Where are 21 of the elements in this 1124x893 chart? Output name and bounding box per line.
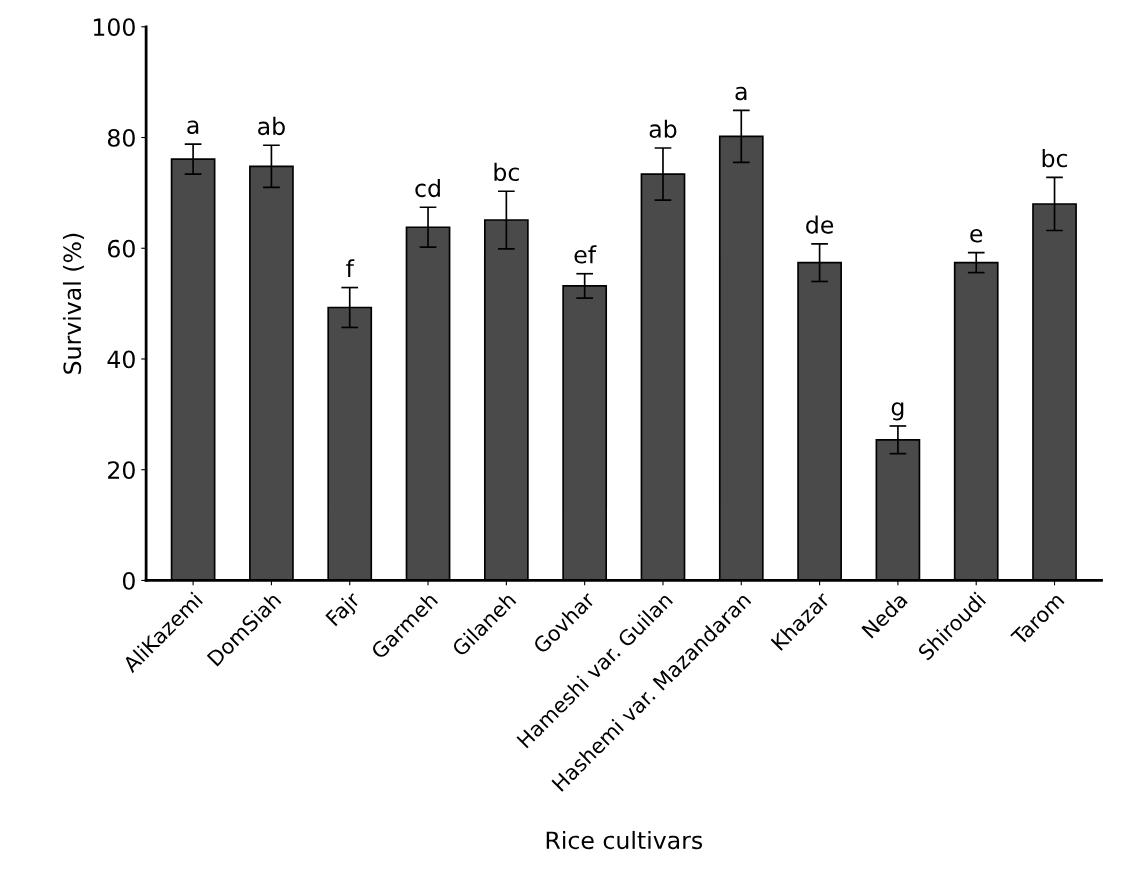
annotation: cd [415, 178, 440, 198]
annotation: bc [1042, 148, 1068, 168]
annotation: de [806, 215, 834, 234]
annotation: f [346, 259, 355, 278]
annotation: a [187, 120, 199, 135]
annotation: bc [494, 162, 519, 182]
annotation: ab [649, 119, 677, 138]
annotation: e [970, 229, 983, 243]
y-tick-label: 0 [122, 571, 135, 590]
x-tick-label: Fajr [324, 590, 364, 630]
annotation: ab [258, 116, 285, 136]
y-tick-label: 80 [107, 128, 135, 147]
y-tick-label: 60 [108, 239, 135, 258]
y-tick-label: 100 [93, 18, 135, 37]
y-tick-label: 40 [107, 350, 135, 369]
annotation: a [735, 86, 747, 101]
y-axis-title: Survival (%) [62, 233, 84, 374]
x-axis-title: Rice cultivars [546, 830, 703, 850]
y-tick-label: 20 [108, 461, 135, 480]
annotation: ef [574, 245, 597, 264]
annotation: g [891, 402, 904, 421]
